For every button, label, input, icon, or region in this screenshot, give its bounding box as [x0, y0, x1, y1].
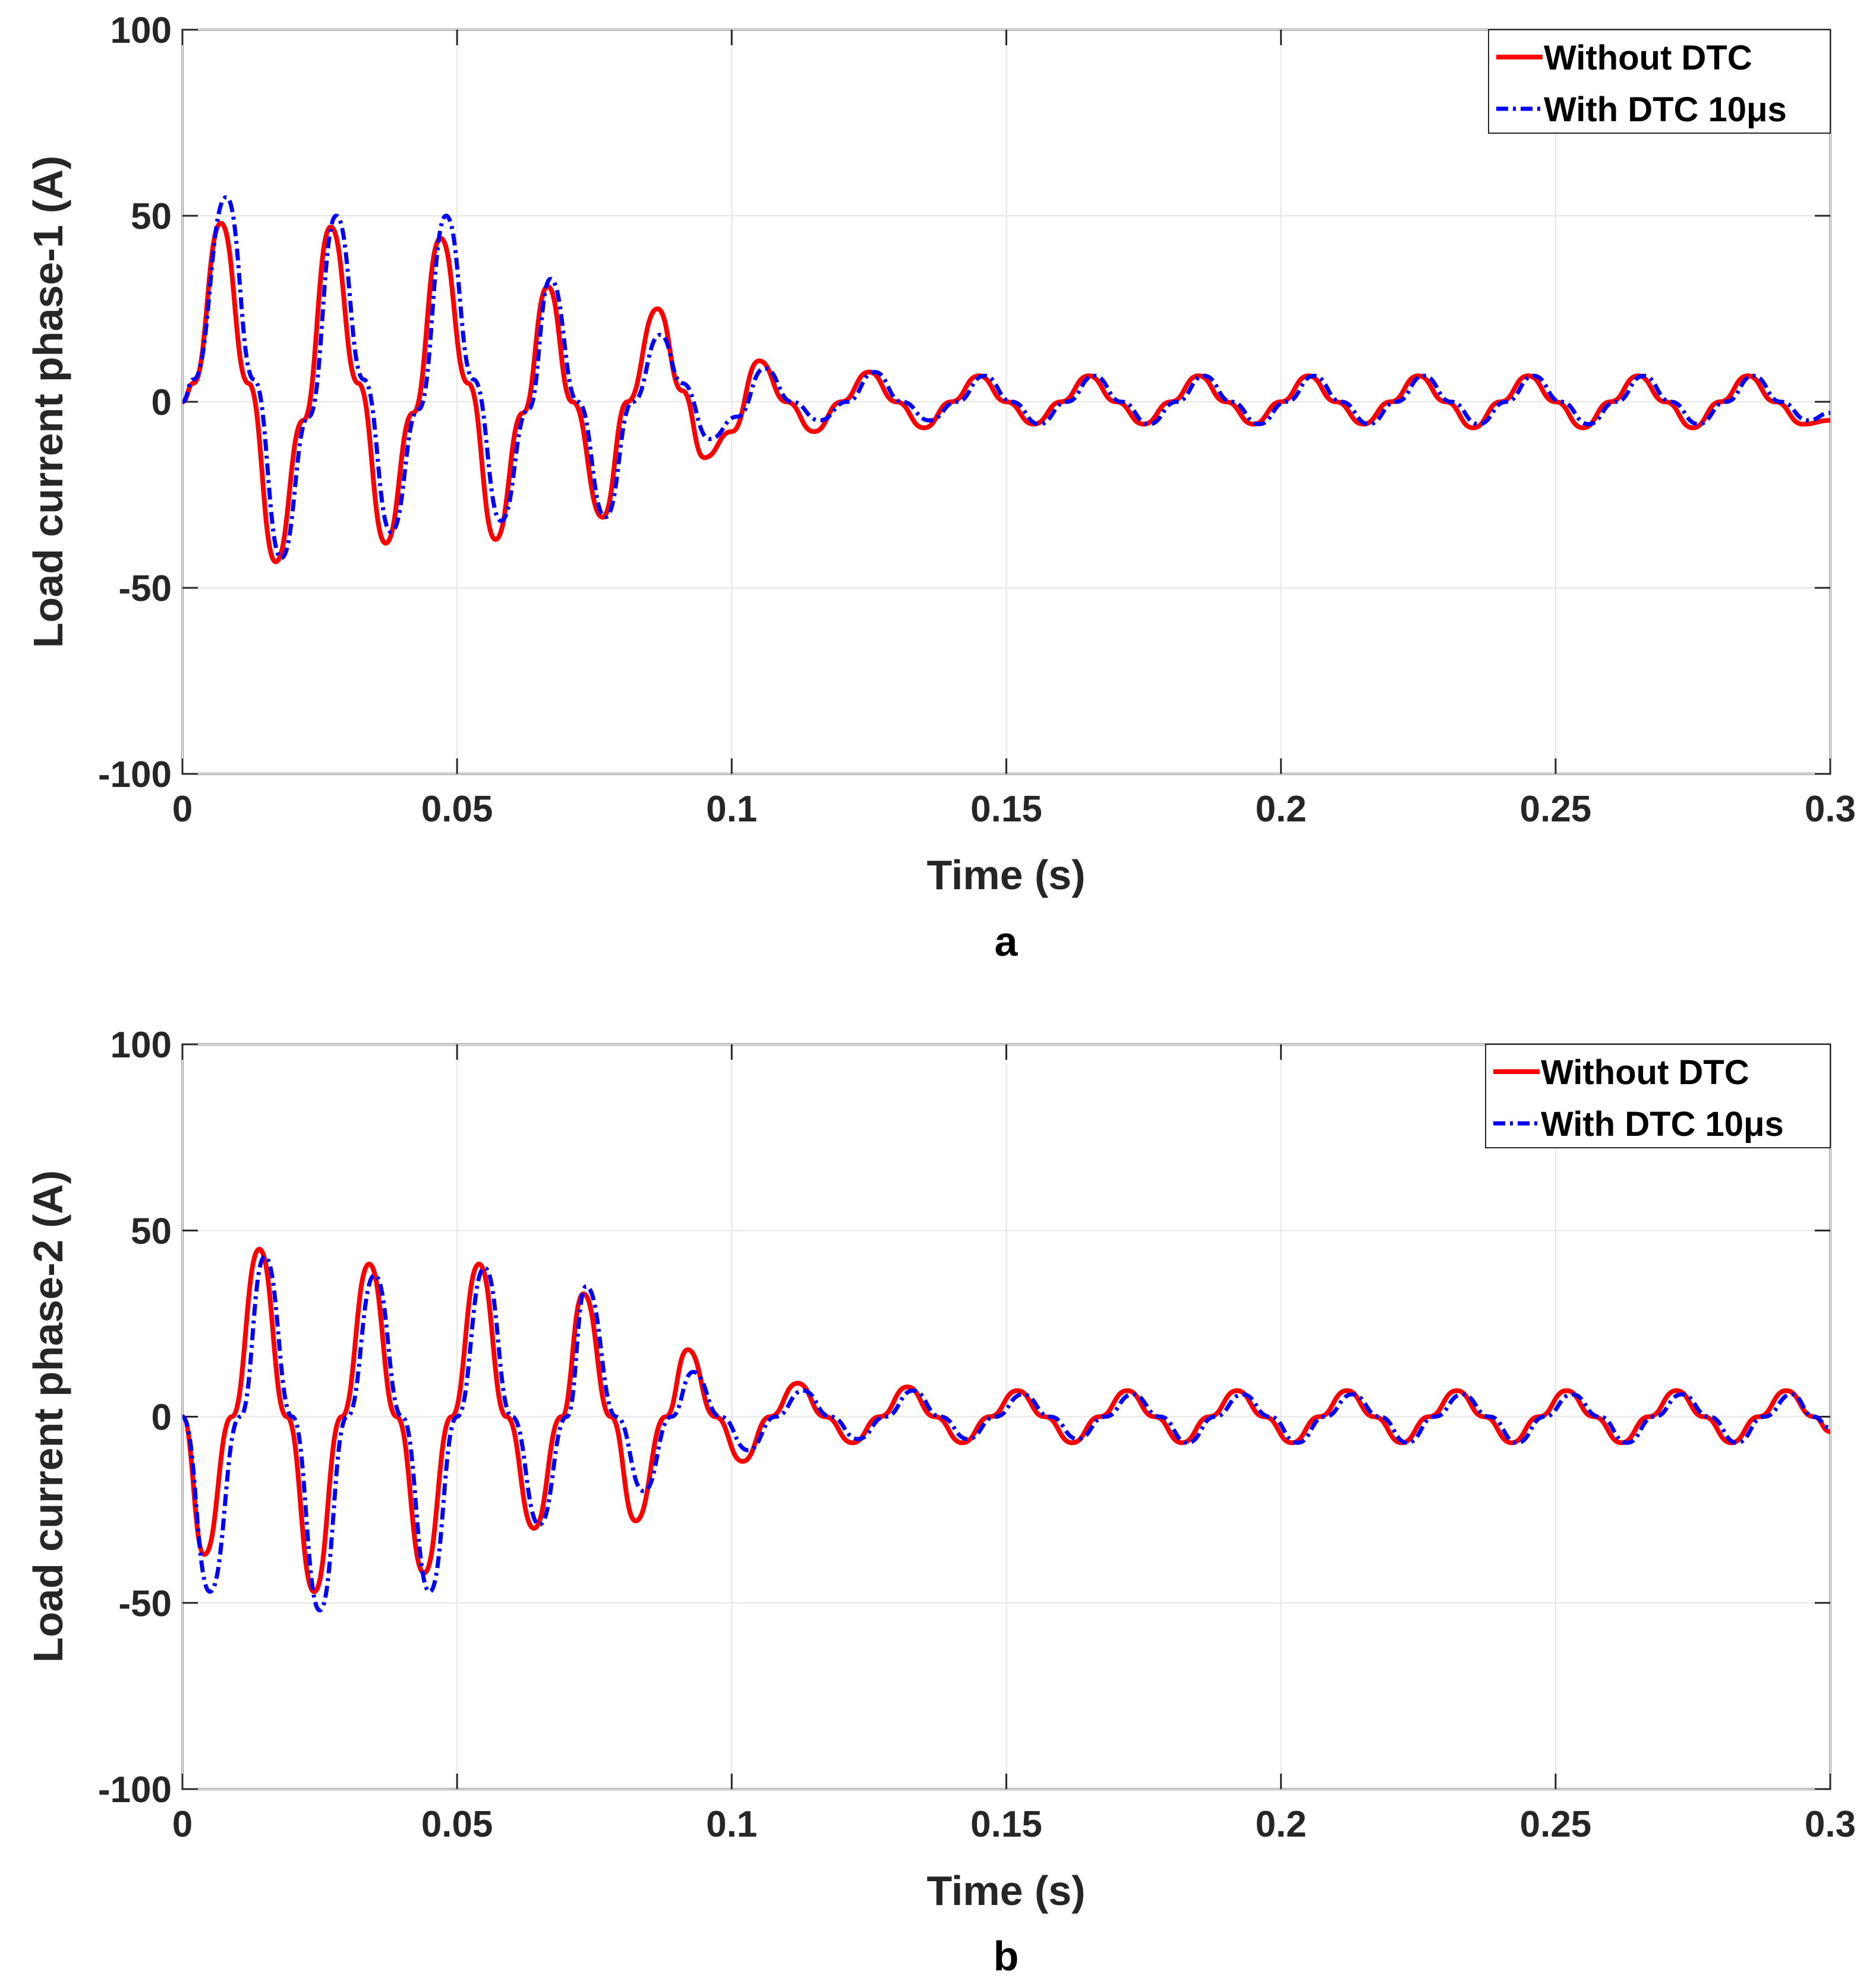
y-axis-label-b: Load current phase-2 (A)	[25, 1170, 71, 1662]
x-tick-label: 0.2	[1256, 1804, 1307, 1845]
x-tick-label: 0.3	[1805, 1804, 1856, 1845]
series-line-with-dtc-b	[181, 1254, 1831, 1613]
x-tick-label: 0	[172, 1804, 193, 1845]
legend-label-with-dtc-b: With DTC 10μs	[1541, 1105, 1784, 1144]
ticks-b: 0 0.05 0.1 0.15 0.2 0.25 0.3 100 50 0 -50 -100	[98, 1025, 1856, 1845]
series-line-with-dtc-a	[181, 195, 1831, 560]
x-axis-label-a: Time (s)	[926, 852, 1085, 898]
x-tick-label: 0.2	[1256, 789, 1307, 830]
ticks-a: 0 0.05 0.1 0.15 0.2 0.25 0.3 100 50 0 -50 -100	[98, 10, 1856, 830]
panel-label-b: b	[994, 1933, 1019, 1979]
y-tick-label: 100	[111, 10, 172, 51]
legend-box-b	[1485, 1044, 1831, 1148]
series-line-without-dtc-a	[181, 221, 1831, 565]
legend-label-with-dtc-a: With DTC 10μs	[1544, 90, 1787, 129]
legend-b: Without DTC With DTC 10μs	[1485, 1044, 1831, 1148]
x-tick-label: 0.25	[1519, 1804, 1591, 1845]
series-a	[181, 195, 1831, 565]
series-b	[181, 1246, 1831, 1613]
x-tick-label: 0.25	[1519, 789, 1591, 830]
series-line-without-dtc-b	[181, 1246, 1831, 1594]
y-tick-label: -50	[118, 1583, 172, 1624]
x-tick-label: 0	[172, 789, 193, 830]
y-tick-label: 100	[111, 1025, 172, 1066]
y-tick-label: 0	[152, 382, 172, 423]
x-tick-label: 0.1	[706, 789, 757, 830]
x-tick-label: 0.15	[970, 1804, 1042, 1845]
x-axis-label-b: Time (s)	[926, 1868, 1085, 1914]
y-tick-label: 50	[131, 1211, 172, 1252]
y-axis-label-a: Load current phase-1 (A)	[25, 156, 71, 648]
y-tick-label: 50	[131, 196, 172, 237]
y-tick-label: -100	[98, 754, 172, 795]
y-tick-label: 0	[152, 1397, 172, 1438]
legend-label-without-dtc-b: Without DTC	[1541, 1053, 1749, 1092]
y-tick-label: -50	[118, 568, 172, 609]
legend-label-without-dtc-a: Without DTC	[1544, 39, 1752, 77]
panel-b: 0 0.05 0.1 0.15 0.2 0.25 0.3 100 50 0 -50 -100 Time…	[25, 1025, 1856, 1979]
x-tick-label: 0.3	[1805, 789, 1856, 830]
x-tick-label: 0.05	[421, 789, 493, 830]
panel-a: 0 0.05 0.1 0.15 0.2 0.25 0.3 100 50 0 -50 -100 Time…	[25, 10, 1856, 965]
x-tick-label: 0.1	[706, 1804, 757, 1845]
legend-a: Without DTC With DTC 10μs	[1488, 29, 1831, 134]
panel-label-a: a	[995, 918, 1019, 965]
y-tick-label: -100	[98, 1769, 172, 1810]
legend-box-a	[1488, 29, 1831, 134]
x-tick-label: 0.15	[970, 789, 1042, 830]
x-tick-label: 0.05	[421, 1804, 493, 1845]
